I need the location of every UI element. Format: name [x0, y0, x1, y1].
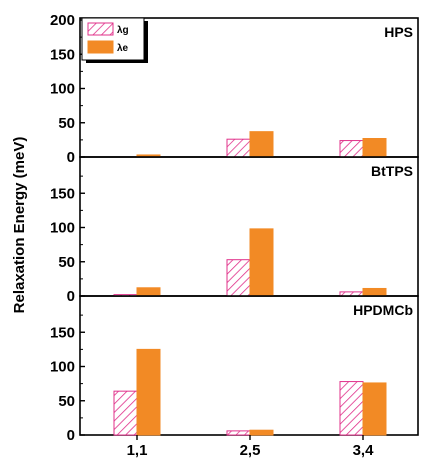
legend-swatch — [87, 22, 114, 36]
bar-lambda-e-2-5 — [249, 228, 274, 297]
y-tick-label: 50 — [58, 393, 75, 410]
panel-title: HPS — [384, 24, 413, 40]
y-tick-label: 100 — [50, 220, 75, 237]
bar-lambda-e-2-5 — [249, 429, 274, 436]
panel-hpdmcb: 0 50 100 150 HPDMCb — [50, 295, 419, 444]
bar-lambda-e-3-4 — [362, 287, 387, 297]
bar-lambda-g-2-5 — [226, 138, 251, 158]
bar-lambda-e-3-4 — [362, 138, 387, 158]
y-tick-label: 0 — [67, 427, 75, 444]
y-tick-label: 100 — [50, 81, 75, 98]
legend-label: λe — [117, 43, 129, 54]
bar-lambda-e-3-4 — [362, 382, 387, 436]
legend: λg λe — [81, 17, 148, 63]
y-tick-label: 50 — [58, 254, 75, 271]
y-tick-label: 150 — [50, 324, 75, 341]
y-tick-label: 100 — [50, 359, 75, 376]
legend-label: λg — [117, 25, 129, 36]
y-tick-label: 0 — [67, 149, 75, 166]
y-tick-label: 200 — [50, 12, 75, 29]
bar-lambda-g-3-4 — [339, 140, 364, 158]
bar-lambda-g-2-5 — [226, 259, 251, 297]
y-tick-label: 150 — [50, 46, 75, 63]
panel-hps: 0 50 100 150 200 HPS — [50, 12, 419, 166]
bar-lambda-g-2-5 — [226, 430, 251, 436]
y-tick-label: 150 — [50, 185, 75, 202]
y-tick-label: 0 — [67, 288, 75, 305]
x-tick-label: 3,4 — [353, 442, 375, 458]
y-axis-title: Relaxation Energy (meV) — [11, 137, 28, 314]
y-tick-label: 50 — [58, 115, 75, 132]
panel-title: HPDMCb — [353, 302, 413, 318]
bar-lambda-e-1-1 — [136, 287, 161, 297]
legend-swatch — [87, 40, 114, 54]
panel-title: BtTPS — [371, 163, 413, 179]
bar-lambda-e-2-5 — [249, 131, 274, 158]
bar-lambda-g-1-1 — [113, 390, 138, 436]
x-tick-label: 1,1 — [127, 442, 148, 458]
bar-lambda-e-1-1 — [136, 348, 161, 436]
bar-lambda-g-3-4 — [339, 381, 364, 436]
x-tick-label: 2,5 — [240, 442, 261, 458]
panel-bttps: 0 50 100 150 BtTPS — [50, 156, 419, 305]
